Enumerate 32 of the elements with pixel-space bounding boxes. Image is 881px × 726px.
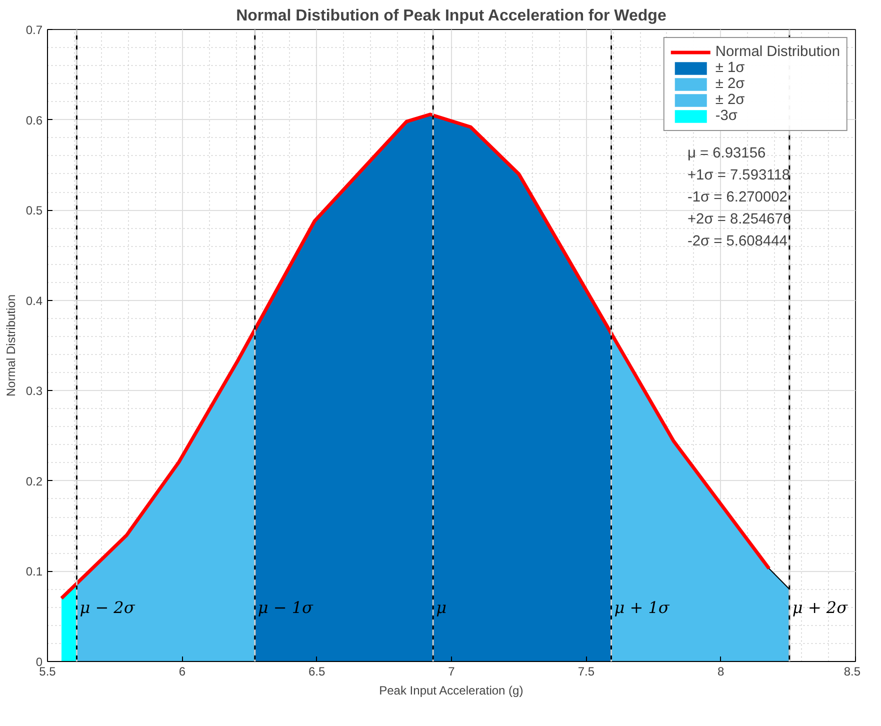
ref-line-label: μ + 2σ [792, 598, 849, 617]
legend-label: ± 2σ [715, 76, 745, 92]
x-tick-label: 6 [178, 664, 186, 678]
annotation: -2σ = 5.608444 [688, 234, 788, 250]
x-tick-label: 7.5 [578, 664, 595, 678]
x-axis-title: Peak Input Acceleration (g) [379, 684, 524, 698]
y-tick-label: 0.6 [26, 113, 43, 128]
annotation: μ = 6.93156 [688, 146, 766, 162]
legend-label: Normal Distribution [715, 44, 840, 60]
x-tick-label: 5.5 [39, 664, 56, 678]
x-tick-label: 8 [717, 664, 724, 678]
annotation: +1σ = 7.593118 [688, 168, 790, 184]
annotation: -1σ = 6.270002 [688, 190, 788, 206]
legend-label: ± 2σ [715, 92, 745, 108]
legend-label: -3σ [715, 108, 738, 124]
y-tick-label: 0.1 [26, 564, 43, 579]
legend-label: ± 1σ [715, 60, 745, 76]
y-tick-label: 0.2 [26, 474, 43, 488]
x-tick-label: 6.5 [308, 664, 326, 678]
ref-line-label: μ − 2σ [80, 598, 136, 617]
y-axis-title: Normal Distribution [4, 294, 18, 397]
ref-line-label: μ + 1σ [614, 598, 670, 617]
x-tick-label: 8.5 [844, 664, 861, 678]
ref-line-label: μ − 1σ [258, 598, 314, 617]
ref-line-label: μ [436, 598, 446, 617]
annotation: +2σ = 8.254676 [688, 212, 792, 228]
y-tick-label: 0.5 [26, 204, 43, 218]
chart-title: Normal Distibution of Peak Input Acceleration for Wedge [236, 8, 666, 24]
y-tick-label: 0.7 [26, 23, 43, 37]
y-tick-label: 0.4 [26, 294, 43, 308]
x-tick-label: 7 [448, 664, 456, 678]
y-tick-label: 0.3 [26, 384, 43, 398]
